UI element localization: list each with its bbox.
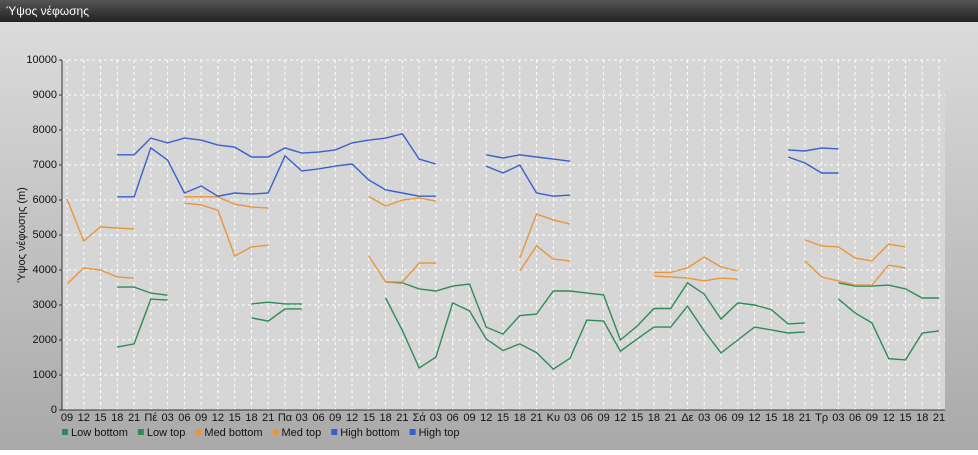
x-tick-label: 12 [614,412,626,424]
legend-label: Med top [282,427,322,439]
x-tick-label: 12 [883,412,895,424]
legend-label: Low top [147,427,186,439]
x-tick-label: 03 [161,412,173,424]
x-tick-label: Πέ [144,412,157,424]
x-tick-label: Σά [413,412,427,424]
x-tick-label: 15 [631,412,643,424]
legend-label: Med bottom [204,427,262,439]
x-tick-label: Τρ [815,412,828,424]
x-tick-label: 09 [463,412,475,424]
legend-label: Low bottom [71,427,128,439]
x-tick-label: Κυ [547,412,560,424]
x-tick-label: 15 [497,412,509,424]
x-tick-label: 18 [379,412,391,424]
y-tick-label: 8000 [33,124,57,136]
series-line [117,281,939,342]
y-tick-label: 4000 [33,264,57,276]
x-tick-label: Πα [278,412,293,424]
legend-swatch [195,429,202,435]
legend-label: High bottom [340,427,399,439]
x-tick-label: 18 [245,412,257,424]
legend-swatch [272,429,279,435]
x-tick-label: 03 [564,412,576,424]
series-line [117,146,839,198]
x-tick-label: 18 [514,412,526,424]
series-line [117,297,940,370]
x-tick-label: 06 [178,412,190,424]
x-tick-label: 21 [262,412,274,424]
legend-label: High top [419,427,460,439]
y-tick-label: 7000 [33,159,57,171]
x-tick-label: 18 [782,412,794,424]
x-tick-label: 06 [715,412,727,424]
x-tick-label: 03 [698,412,710,424]
x-tick-label: 03 [296,412,308,424]
series-line [66,202,906,286]
y-tick-label: 9000 [33,89,57,101]
y-tick-label: 0 [51,404,57,416]
x-tick-label: 21 [396,412,408,424]
x-tick-label: 12 [480,412,492,424]
x-tick-label: 18 [648,412,660,424]
x-tick-label: 15 [899,412,911,424]
y-tick-label: 1000 [33,369,57,381]
legend-swatch [331,429,338,435]
x-tick-label: 09 [329,412,341,424]
x-tick-label: 09 [866,412,878,424]
x-tick-label: Δε [681,412,693,424]
x-tick-label: 03 [832,412,844,424]
y-tick-label: 5000 [33,229,57,241]
x-tick-label: 12 [346,412,358,424]
x-tick-label: 21 [530,412,542,424]
x-tick-label: 18 [111,412,123,424]
title-bar [0,0,978,22]
x-tick-label: 06 [312,412,324,424]
x-tick-label: 18 [916,412,928,424]
x-tick-label: 09 [195,412,207,424]
x-tick-label: 12 [78,412,90,424]
series-line [66,195,906,274]
legend-swatch [137,429,144,435]
x-tick-label: 21 [665,412,677,424]
x-tick-label: 21 [128,412,140,424]
legend-swatch [409,429,416,435]
x-tick-label: 03 [430,412,442,424]
x-tick-label: 12 [212,412,224,424]
x-tick-label: 15 [94,412,106,424]
y-tick-label: 3000 [33,299,57,311]
x-tick-label: 09 [597,412,609,424]
series-line [117,132,839,165]
x-tick-label: 12 [748,412,760,424]
x-tick-label: 15 [363,412,375,424]
x-tick-label: 21 [799,412,811,424]
y-tick-label: 2000 [33,334,57,346]
y-tick-label: 6000 [33,194,57,206]
x-tick-label: 06 [447,412,459,424]
x-tick-label: 15 [765,412,777,424]
y-axis-label: Ύψος νέφωσης (m) [16,187,28,283]
x-tick-label: 06 [581,412,593,424]
x-tick-label: 09 [61,412,73,424]
x-tick-label: 15 [229,412,241,424]
x-tick-label: 06 [849,412,861,424]
y-tick-label: 10000 [26,54,57,66]
legend-swatch [62,429,68,435]
x-tick-label: 21 [933,412,945,424]
panel-title: Ύψος νέφωσης [6,4,89,18]
x-tick-label: 09 [732,412,744,424]
